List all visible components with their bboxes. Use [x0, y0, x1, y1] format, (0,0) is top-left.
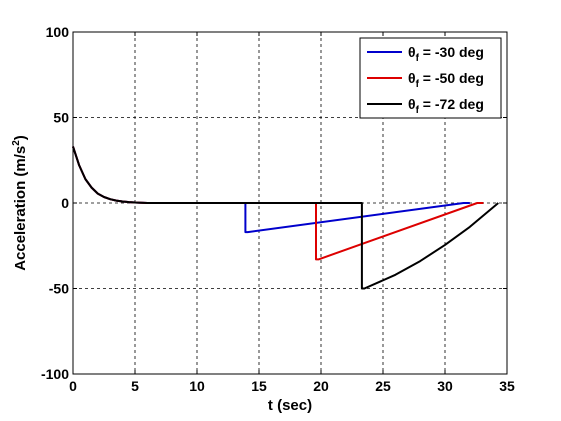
x-axis-label: t (sec)	[268, 397, 312, 414]
y-axis-label-superscript: 2	[11, 140, 22, 146]
legend-value: = -72 deg	[419, 96, 484, 112]
x-tick-label: 25	[375, 378, 391, 394]
legend-value: = -30 deg	[419, 44, 484, 60]
legend-label-3: θf = -72 deg	[408, 96, 484, 116]
x-tick-label: 35	[499, 378, 515, 394]
legend-subscript: f	[416, 53, 420, 64]
y-tick-label: 0	[61, 195, 69, 211]
y-axis-label: Acceleration (m/s2)	[11, 135, 29, 271]
legend-theta: θ	[408, 96, 416, 112]
y-axis-label-close: )	[12, 135, 29, 140]
y-tick-label: 100	[46, 24, 70, 40]
legend-theta: θ	[408, 44, 416, 60]
x-tick-label: 30	[437, 378, 453, 394]
x-tick-label: 20	[313, 378, 329, 394]
axis-ticks: 0 5 10 15 20 25 30 35 -100 -50 0 50 100	[41, 24, 515, 394]
x-tick-label: 0	[69, 378, 77, 394]
legend-subscript: f	[416, 79, 420, 90]
series-lines	[72, 146, 499, 290]
y-tick-label: -50	[49, 281, 69, 297]
legend-label-2: θf = -50 deg	[408, 70, 484, 90]
legend-theta: θ	[408, 70, 416, 86]
x-tick-label: 5	[131, 378, 139, 394]
legend-subscript: f	[416, 105, 420, 116]
x-tick-label: 10	[189, 378, 205, 394]
y-tick-label: 50	[53, 110, 69, 126]
series-line-3	[72, 146, 499, 290]
x-tick-label: 15	[251, 378, 267, 394]
legend-label-1: θf = -30 deg	[408, 44, 484, 64]
legend-value: = -50 deg	[419, 70, 484, 86]
y-axis-label-main: Acceleration (m/s	[12, 146, 29, 271]
y-tick-label: -100	[41, 366, 69, 382]
